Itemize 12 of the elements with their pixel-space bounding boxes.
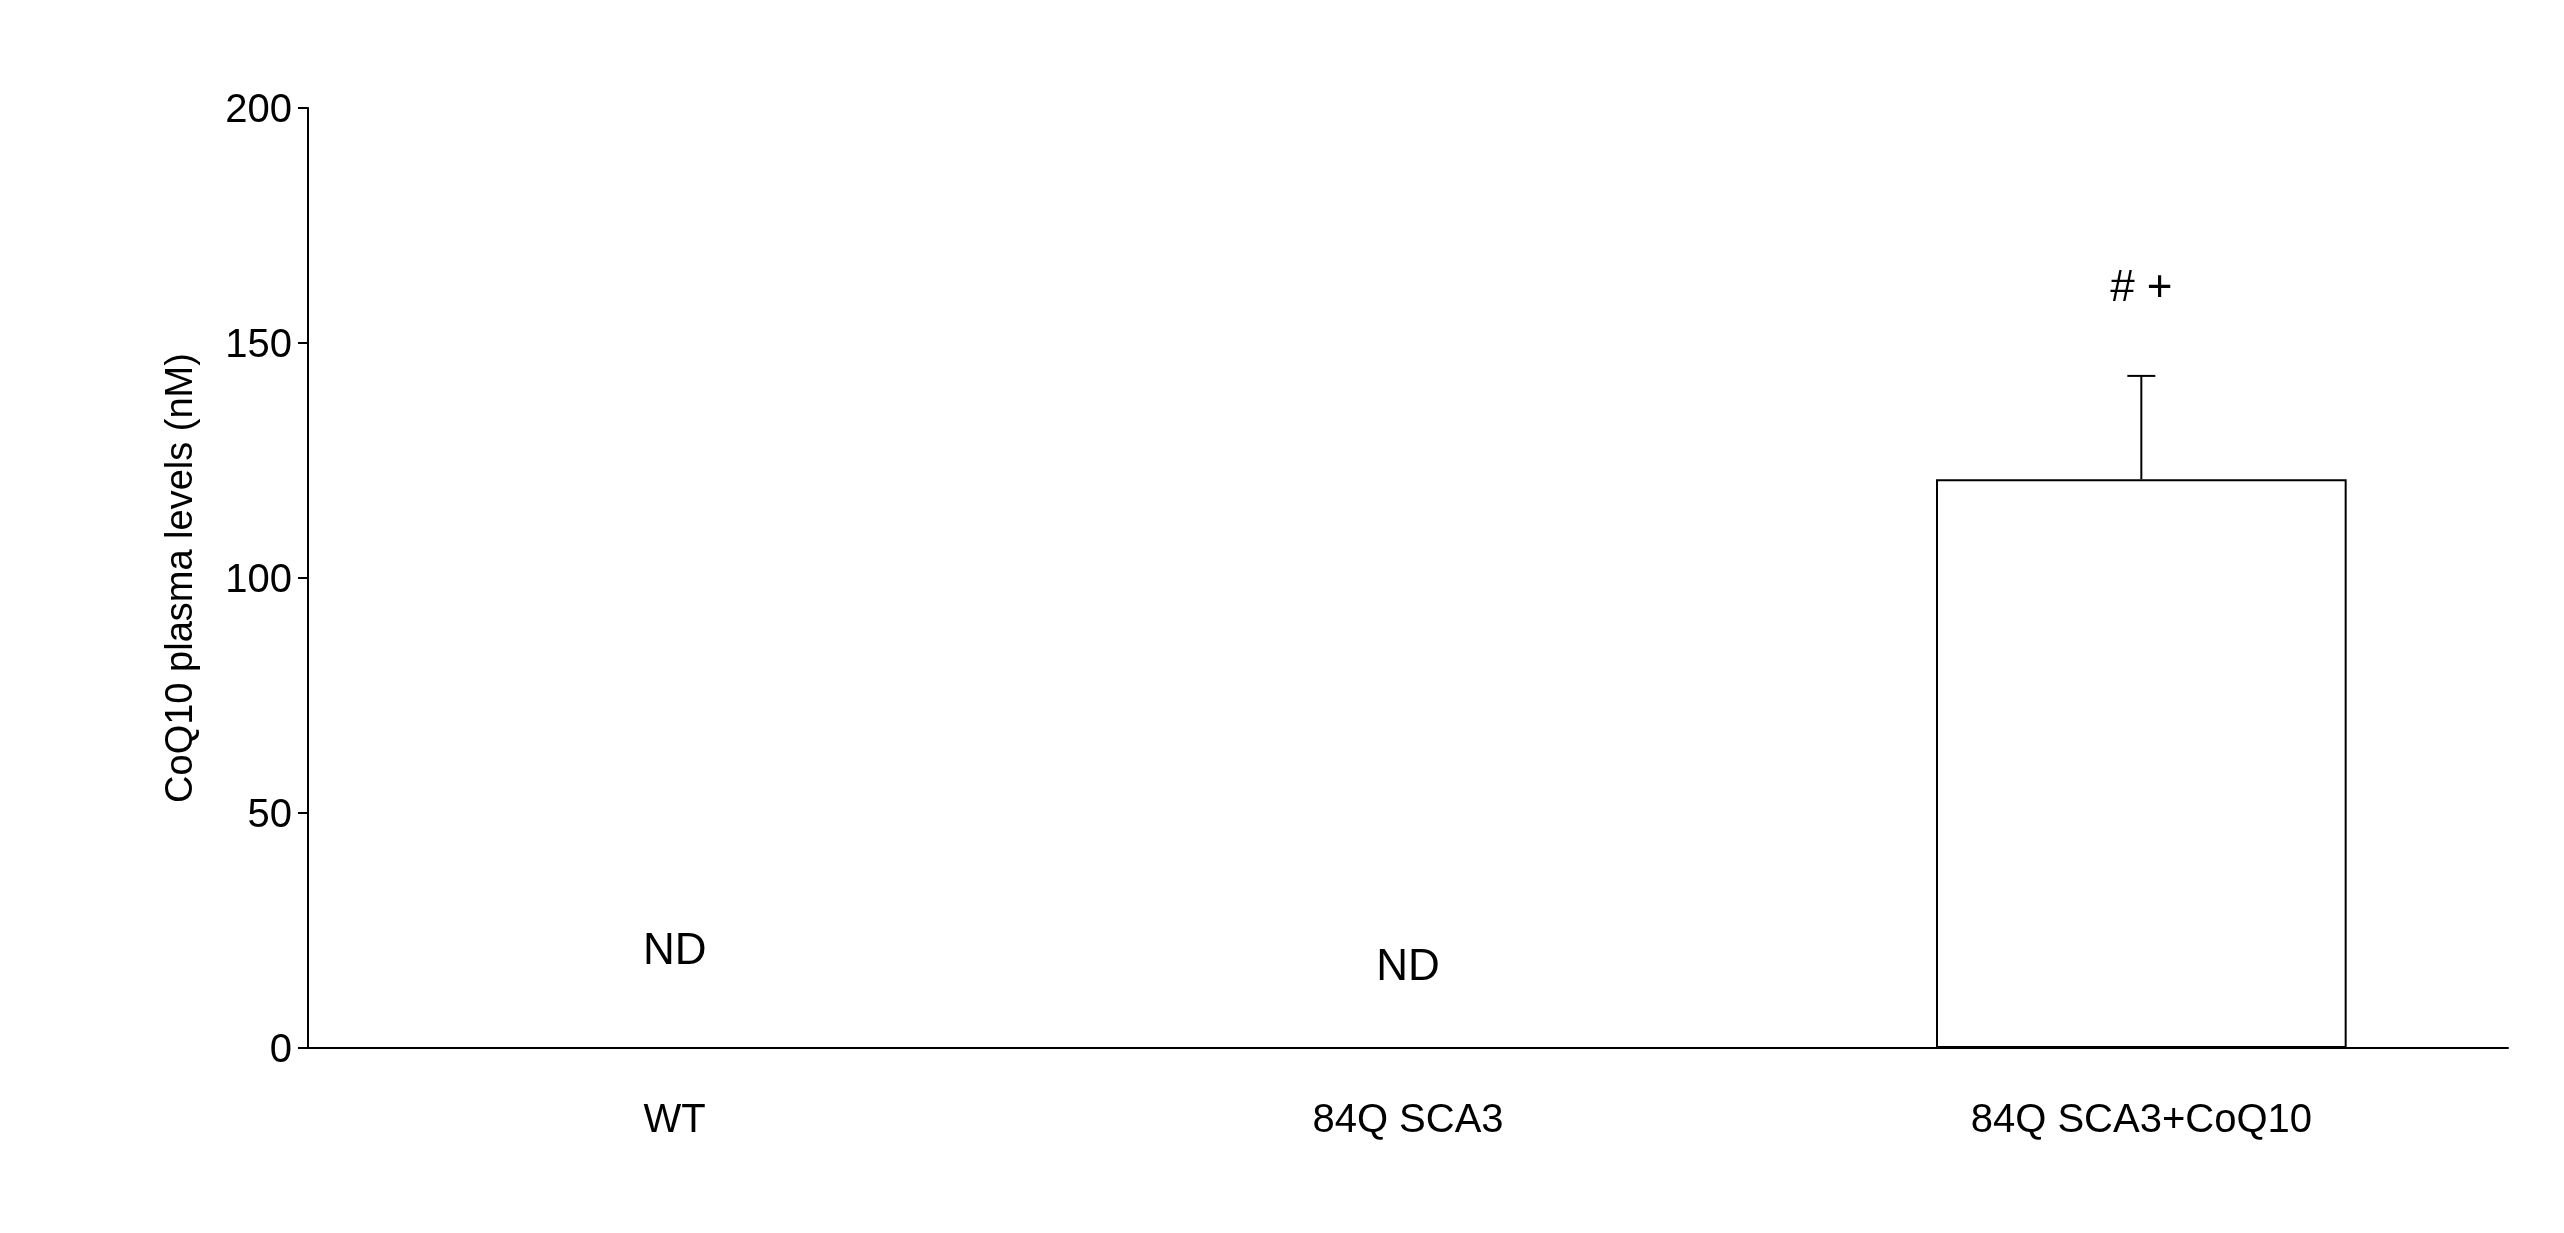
annotation: # + — [2110, 261, 2173, 311]
x-tick-label: WT — [643, 1096, 706, 1140]
y-tick-label: 100 — [225, 556, 292, 600]
y-axis-title: CoQ10 plasma levels (nM) — [158, 353, 200, 803]
y-tick-label: 50 — [247, 791, 292, 835]
x-tick-label: 84Q SCA3+CoQ10 — [1970, 1096, 2312, 1140]
y-tick-label: 0 — [269, 1026, 292, 1070]
y-tick-label: 200 — [225, 86, 292, 130]
y-tick-label: 150 — [225, 321, 292, 365]
annotation: ND — [642, 923, 707, 973]
annotation: ND — [1376, 939, 1440, 989]
x-tick-label: 84Q SCA3 — [1312, 1096, 1504, 1140]
